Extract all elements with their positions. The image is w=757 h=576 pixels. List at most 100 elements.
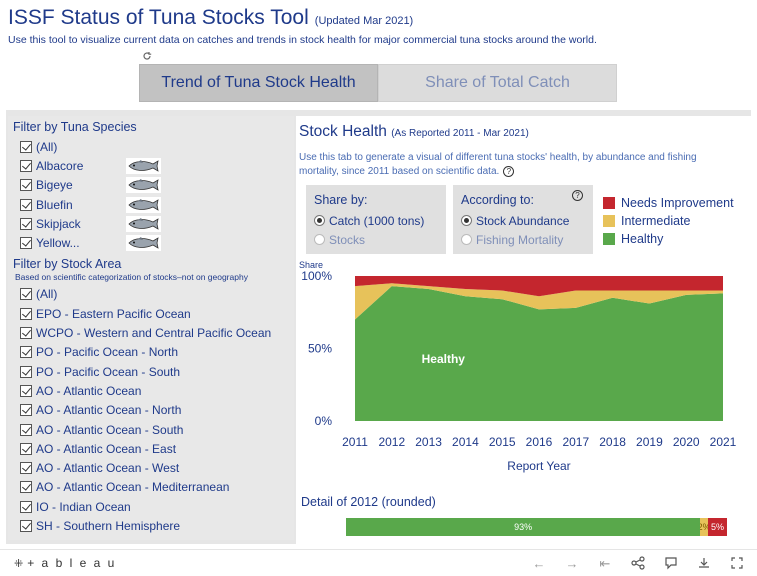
tab-share-of-total-catch[interactable]: Share of Total Catch xyxy=(378,64,617,102)
species-filter-item[interactable]: Bluefin xyxy=(8,195,294,214)
redo-icon[interactable]: → xyxy=(565,556,579,571)
checkbox-checked-icon[interactable] xyxy=(20,481,32,494)
area-filter-item[interactable]: AO - Atlantic Ocean - North xyxy=(8,401,294,420)
according-to-help-icon[interactable]: ? xyxy=(572,190,583,201)
checkbox-checked-icon[interactable] xyxy=(20,500,32,513)
species-filter-item[interactable]: (All) xyxy=(8,137,294,156)
page-title: ISSF Status of Tuna Stocks Tool xyxy=(8,6,309,29)
checkbox-checked-icon[interactable] xyxy=(20,179,32,192)
y-tick-label: 100% xyxy=(301,269,332,283)
legend-label: Needs Improvement xyxy=(621,196,734,210)
species-filter-title: Filter by Tuna Species xyxy=(13,120,137,134)
species-filter-label: Bluefin xyxy=(36,197,73,212)
share-by-option-catch[interactable]: Catch (1000 tons) xyxy=(314,211,438,230)
detail-segment[interactable]: 5% xyxy=(707,518,727,536)
radio-unselected-icon[interactable] xyxy=(314,234,325,245)
legend-item-needs-improvement[interactable]: Needs Improvement xyxy=(603,194,734,212)
legend-item-healthy[interactable]: Healthy xyxy=(603,230,734,248)
checkbox-checked-icon[interactable] xyxy=(20,346,32,359)
species-filter-item[interactable]: Bigeye xyxy=(8,176,294,195)
checkbox-checked-icon[interactable] xyxy=(20,519,32,532)
according-to-option-label: Stock Abundance xyxy=(476,213,570,228)
area-filter-label: IO - Indian Ocean xyxy=(36,499,131,514)
area-filter-list: (All) EPO - Eastern Pacific Ocean WCPO - W… xyxy=(8,285,294,536)
according-to-title-text: According to: xyxy=(461,193,534,207)
checkbox-checked-icon[interactable] xyxy=(20,288,32,301)
area-filter-item[interactable]: PO - Pacific Ocean - South xyxy=(8,362,294,381)
checkbox-checked-icon[interactable] xyxy=(20,404,32,417)
checkbox-checked-icon[interactable] xyxy=(20,237,32,250)
area-filter-item[interactable]: IO - Indian Ocean xyxy=(8,497,294,516)
legend-label: Intermediate xyxy=(621,214,691,228)
x-tick-label: 2020 xyxy=(673,435,700,449)
detail-segment[interactable]: 2% xyxy=(700,518,708,536)
checkbox-checked-icon[interactable] xyxy=(20,140,32,153)
bigeye-fish-icon xyxy=(125,177,161,194)
stock-health-title: Stock Health xyxy=(299,123,387,140)
area-filter-item[interactable]: AO - Atlantic Ocean xyxy=(8,381,294,400)
legend-item-intermediate[interactable]: Intermediate xyxy=(603,212,734,230)
checkbox-checked-icon[interactable] xyxy=(20,365,32,378)
area-filter-item[interactable]: AO - Atlantic Ocean - East xyxy=(8,439,294,458)
help-icon[interactable]: ? xyxy=(503,165,515,177)
species-filter-label: Albacore xyxy=(36,158,84,173)
x-axis-label: Report Year xyxy=(507,459,570,473)
share-icon[interactable] xyxy=(628,556,648,572)
albacore-fish-icon xyxy=(125,157,161,174)
checkbox-checked-icon[interactable] xyxy=(20,198,32,211)
area-filter-item[interactable]: AO - Atlantic Ocean - Mediterranean xyxy=(8,478,294,497)
fullscreen-icon[interactable] xyxy=(727,556,747,572)
according-to-option-abundance[interactable]: Stock Abundance xyxy=(461,211,585,230)
stock-health-chart[interactable]: Share 100% 50% 0% 2011 2012 2013 2014 2015 2016 20… xyxy=(296,256,751,486)
species-filter-item[interactable]: Skipjack xyxy=(8,214,294,233)
area-filter-item[interactable]: EPO - Eastern Pacific Ocean xyxy=(8,304,294,323)
share-by-option-stocks[interactable]: Stocks xyxy=(314,230,438,249)
stock-health-description-text: Use this tab to generate a visual of dif… xyxy=(299,152,697,177)
area-filter-item[interactable]: (All) xyxy=(8,285,294,304)
radio-selected-icon[interactable] xyxy=(461,215,472,226)
stock-health-description: Use this tab to generate a visual of dif… xyxy=(299,151,709,179)
species-filter-label: Bigeye xyxy=(36,178,73,193)
area-filter-label: AO - Atlantic Ocean - Mediterranean xyxy=(36,480,230,495)
radio-unselected-icon[interactable] xyxy=(461,234,472,245)
species-filter-item[interactable]: Yellow... xyxy=(8,233,294,252)
share-by-parameter: Share by: Catch (1000 tons) Stocks xyxy=(306,185,446,254)
checkbox-checked-icon[interactable] xyxy=(20,217,32,230)
tab-trend-of-tuna-stock-health[interactable]: Trend of Tuna Stock Health xyxy=(139,64,378,102)
species-filter-item[interactable]: Albacore xyxy=(8,156,294,175)
according-to-option-mortality[interactable]: Fishing Mortality xyxy=(461,230,585,249)
species-filter-label: Yellow... xyxy=(36,236,80,251)
area-filter-item[interactable]: WCPO - Western and Central Pacific Ocean xyxy=(8,323,294,342)
area-series-healthy[interactable] xyxy=(355,286,723,421)
y-tick-label: 50% xyxy=(308,342,332,356)
area-series-intermediate[interactable] xyxy=(355,283,723,320)
tableau-logo[interactable]: ⁜ + a b l e a u xyxy=(14,556,116,570)
checkbox-checked-icon[interactable] xyxy=(20,159,32,172)
checkbox-checked-icon[interactable] xyxy=(20,462,32,475)
legend-swatch xyxy=(603,233,615,245)
area-filter-item[interactable]: AO - Atlantic Ocean - West xyxy=(8,458,294,477)
x-tick-label: 2018 xyxy=(599,435,626,449)
checkbox-checked-icon[interactable] xyxy=(20,307,32,320)
area-filter-item[interactable]: AO - Atlantic Ocean - South xyxy=(8,420,294,439)
area-filter-item[interactable]: PO - Pacific Ocean - North xyxy=(8,343,294,362)
checkbox-checked-icon[interactable] xyxy=(20,423,32,436)
checkbox-checked-icon[interactable] xyxy=(20,442,32,455)
checkbox-checked-icon[interactable] xyxy=(20,327,32,340)
yellowfin-fish-icon xyxy=(125,235,161,252)
area-series-needs-improvement[interactable] xyxy=(355,276,723,297)
page-subtitle: Use this tool to visualize current data … xyxy=(8,34,597,46)
checkbox-checked-icon[interactable] xyxy=(20,384,32,397)
area-filter-item[interactable]: SH - Southern Hemisphere xyxy=(8,516,294,535)
download-icon[interactable] xyxy=(694,556,714,572)
undo-icon[interactable]: ← xyxy=(532,556,546,571)
x-tick-label: 2019 xyxy=(636,435,663,449)
revert-icon[interactable]: ⇤ xyxy=(599,556,611,571)
radio-selected-icon[interactable] xyxy=(314,215,325,226)
refresh-icon[interactable] xyxy=(142,51,152,61)
detail-segment[interactable]: 93% xyxy=(346,518,701,536)
x-tick-label: 2015 xyxy=(489,435,516,449)
comment-icon[interactable] xyxy=(661,556,681,572)
detail-stacked-bar[interactable]: 93%2%5% xyxy=(346,518,727,536)
